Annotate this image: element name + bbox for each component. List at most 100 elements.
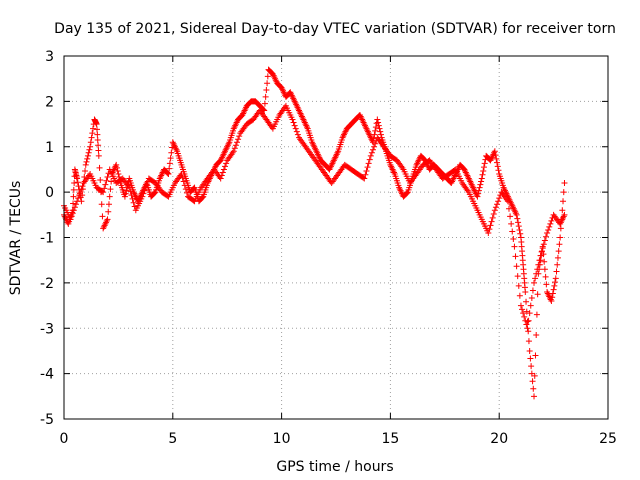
data-point	[97, 177, 104, 184]
data-point	[530, 385, 537, 392]
data-point	[513, 263, 520, 270]
data-point	[291, 122, 298, 129]
y-tick-label: 1	[45, 140, 54, 156]
y-axis-label: SDTVAR / TECUs	[8, 181, 24, 296]
data-point	[87, 139, 94, 146]
data-point	[178, 170, 185, 177]
data-point	[74, 198, 81, 205]
data-point	[556, 241, 563, 248]
data-point	[101, 185, 108, 192]
data-point	[104, 174, 111, 180]
data-point	[548, 217, 555, 224]
data-point	[264, 80, 271, 87]
y-tick-label: 3	[45, 49, 54, 65]
data-point	[534, 266, 541, 273]
data-point	[529, 378, 536, 385]
data-point	[123, 187, 130, 194]
x-tick-label: 0	[60, 431, 69, 447]
data-point	[480, 164, 487, 171]
data-point	[218, 172, 225, 179]
data-point	[94, 131, 101, 138]
y-tick-label: -4	[40, 367, 54, 383]
data-point	[529, 287, 536, 294]
data-point	[543, 281, 550, 288]
data-point	[509, 228, 516, 235]
data-point	[531, 393, 538, 400]
data-point	[264, 73, 271, 80]
data-point	[114, 167, 121, 174]
data-point	[536, 257, 543, 264]
data-point	[82, 167, 89, 174]
data-point	[181, 182, 188, 189]
x-tick-label: 10	[273, 431, 291, 447]
data-point	[220, 166, 227, 173]
data-point	[532, 352, 539, 359]
x-tick-label: 20	[490, 431, 508, 447]
data-point	[491, 207, 498, 214]
data-point	[528, 363, 535, 370]
data-point	[512, 253, 519, 260]
data-point	[88, 134, 95, 141]
data-point	[508, 220, 515, 227]
data-point	[549, 294, 556, 301]
data-point	[87, 143, 94, 150]
data-point	[90, 125, 97, 132]
data-point	[143, 181, 150, 188]
data-point	[527, 302, 534, 309]
data-point	[489, 214, 496, 221]
data-point	[513, 211, 520, 218]
data-point	[103, 177, 110, 184]
data-point	[164, 170, 171, 177]
data-point	[486, 226, 493, 233]
data-point	[505, 205, 512, 212]
data-point	[89, 130, 96, 137]
data-point	[233, 139, 240, 146]
data-point	[495, 167, 502, 174]
data-point	[374, 116, 381, 123]
data-point	[474, 193, 481, 200]
x-tick-label: 25	[599, 431, 617, 447]
data-point	[79, 183, 86, 190]
data-point	[84, 152, 91, 159]
data-point	[95, 147, 102, 154]
data-point	[70, 207, 77, 214]
data-point	[104, 216, 111, 223]
y-tick-label: -2	[40, 276, 54, 292]
data-point	[141, 187, 148, 194]
data-point	[553, 268, 560, 275]
data-point	[130, 199, 137, 206]
chart-title: Day 135 of 2021, Sidereal Day-to-day VTE…	[54, 21, 616, 37]
data-point	[535, 261, 542, 268]
data-point	[485, 229, 492, 236]
axis-ticks: 0 5 10 15 20 25 -5 -4 -3 -2 -1 0 1 2 3	[40, 49, 617, 447]
data-point	[70, 186, 77, 193]
data-point	[108, 178, 115, 185]
data-point	[533, 270, 540, 277]
data-point	[490, 211, 497, 218]
data-point	[494, 159, 501, 166]
data-point	[217, 175, 224, 182]
data-point	[222, 163, 229, 170]
data-point	[537, 252, 544, 259]
data-point	[477, 181, 484, 188]
data-point	[105, 201, 112, 208]
data-point	[547, 220, 554, 227]
data-point	[525, 338, 532, 345]
y-tick-label: -3	[40, 321, 54, 337]
data-point	[561, 180, 568, 187]
data-point	[475, 190, 482, 197]
grid-lines	[64, 56, 608, 419]
data-point	[375, 122, 382, 129]
data-point	[548, 298, 555, 305]
data-point	[517, 230, 524, 237]
data-point	[542, 273, 549, 280]
data-point	[78, 186, 85, 193]
data-point	[540, 241, 547, 248]
data-point	[549, 290, 556, 297]
data-point	[366, 156, 373, 163]
data-point	[542, 233, 549, 240]
data-point	[525, 328, 532, 335]
data-point	[180, 178, 187, 185]
data-point	[544, 229, 551, 236]
